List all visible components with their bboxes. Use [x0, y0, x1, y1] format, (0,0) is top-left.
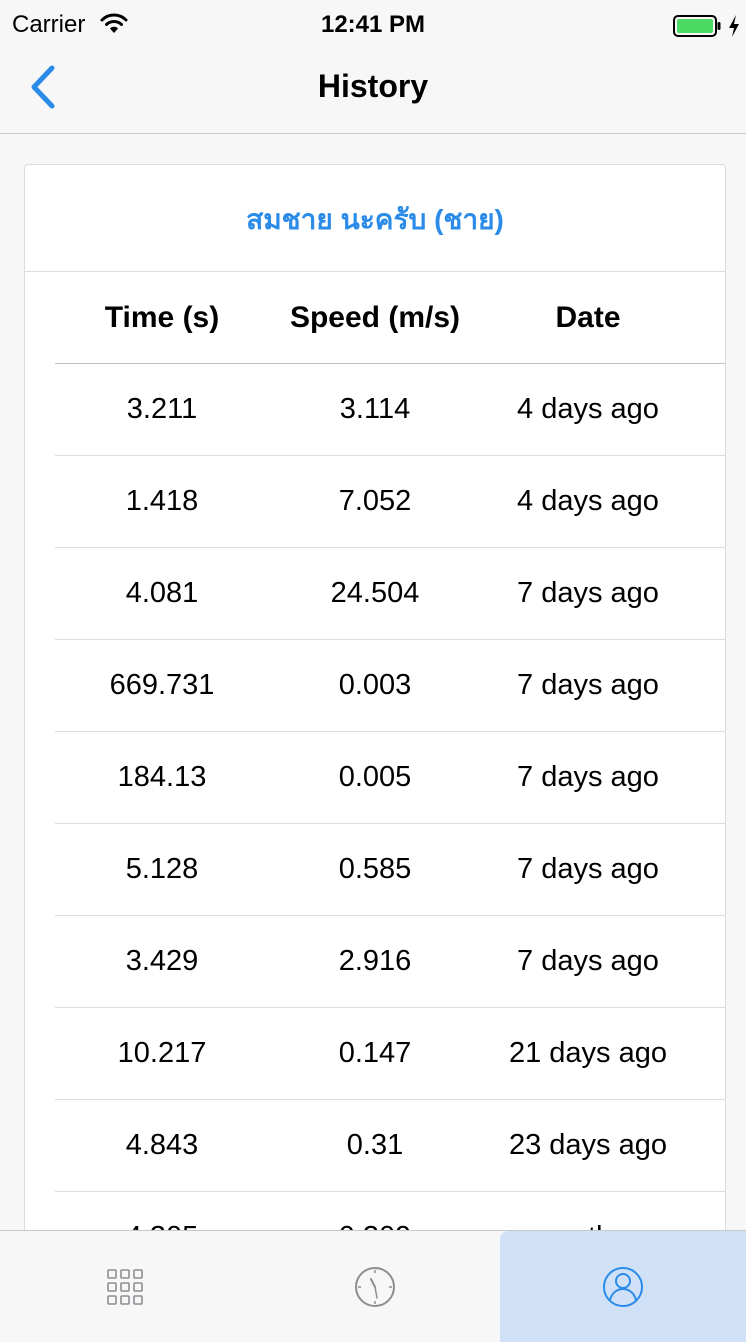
cell-speed: 2.916	[338, 945, 412, 977]
cell-date: 7 days ago	[517, 669, 659, 701]
cell-time: 184.13	[117, 761, 207, 793]
table-row[interactable]: 5.128 0.585 7 days ago	[55, 824, 725, 916]
cell-date: 4 days ago	[517, 485, 659, 517]
table-row[interactable]: 3.211 3.114 4 days ago	[55, 364, 725, 456]
page-title: History	[317, 68, 429, 104]
cell-speed: 3.114	[339, 393, 411, 425]
cell-time: 10.217	[117, 1037, 207, 1069]
cell-date: 4 days ago	[517, 393, 659, 425]
cell-time: 4.305	[55, 1192, 269, 1230]
cell-date: a month ago	[481, 1192, 695, 1230]
cell-time: 1.418	[125, 485, 199, 517]
tab-timer[interactable]	[250, 1231, 500, 1342]
table-row[interactable]: 4.081 24.504 7 days ago	[55, 548, 725, 640]
battery-icon	[673, 15, 721, 37]
cell-speed: 0.005	[338, 761, 412, 793]
history-card: สมชาย นะครับ (ชาย) Time (s) Speed (m/s) …	[24, 164, 726, 1230]
content-area[interactable]: สมชาย นะครับ (ชาย) Time (s) Speed (m/s) …	[0, 134, 746, 1230]
cell-date: 23 days ago	[508, 1129, 667, 1161]
table-row[interactable]: 3.429 2.916 7 days ago	[55, 916, 725, 1008]
clock-icon	[355, 1267, 395, 1307]
cell-time: 5.128	[125, 853, 199, 885]
tab-menu[interactable]	[0, 1231, 250, 1342]
column-header-speed: Speed (m/s)	[289, 300, 461, 334]
table-header: Time (s) Speed (m/s) Date	[55, 272, 725, 364]
chevron-left-icon	[31, 65, 55, 109]
grid-icon	[107, 1269, 143, 1305]
cell-time: 3.429	[125, 945, 199, 977]
column-header-time: Time (s)	[104, 300, 220, 334]
cell-speed: 0.147	[338, 1037, 412, 1069]
wifi-icon	[100, 13, 128, 33]
table-row[interactable]: 184.13 0.005 7 days ago	[55, 732, 725, 824]
cell-date: 21 days ago	[508, 1037, 667, 1069]
cell-date: 7 days ago	[517, 853, 659, 885]
cell-speed: 24.504	[330, 577, 420, 609]
column-header-date: Date	[555, 300, 621, 334]
profile-icon	[603, 1267, 643, 1307]
cell-time: 4.081	[125, 577, 199, 609]
navigation-bar: History	[0, 40, 746, 134]
cell-time: 669.731	[109, 669, 215, 701]
table-row[interactable]: 4.843 0.31 23 days ago	[55, 1100, 725, 1192]
tab-profile[interactable]	[500, 1231, 746, 1342]
status-bar: Carrier 12:41 PM	[0, 0, 746, 40]
cell-speed: 0.003	[338, 669, 412, 701]
cell-time: 4.843	[125, 1129, 199, 1161]
cell-time: 3.211	[126, 393, 198, 425]
table-row[interactable]: 4.305 0.309 a month ago	[55, 1192, 725, 1230]
cell-speed: 0.31	[346, 1129, 404, 1161]
status-time: 12:41 PM	[320, 11, 426, 38]
history-table[interactable]: 3.211 3.114 4 days ago 1.418 7.052 4 day…	[55, 364, 725, 1230]
cell-date: 7 days ago	[517, 945, 659, 977]
user-name-title: สมชาย นะครับ (ชาย)	[25, 165, 725, 272]
table-row[interactable]: 10.217 0.147 21 days ago	[55, 1008, 725, 1100]
tab-bar	[0, 1230, 746, 1342]
table-row[interactable]: 669.731 0.003 7 days ago	[55, 640, 725, 732]
cell-speed: 0.585	[338, 853, 412, 885]
back-button[interactable]	[22, 62, 66, 112]
table-row[interactable]: 1.418 7.052 4 days ago	[55, 456, 725, 548]
carrier-label: Carrier	[12, 11, 86, 38]
charging-bolt-icon	[729, 15, 739, 37]
cell-speed: 7.052	[338, 485, 412, 517]
cell-date: 7 days ago	[517, 761, 659, 793]
cell-speed: 0.309	[269, 1192, 481, 1230]
cell-date: 7 days ago	[517, 577, 659, 609]
